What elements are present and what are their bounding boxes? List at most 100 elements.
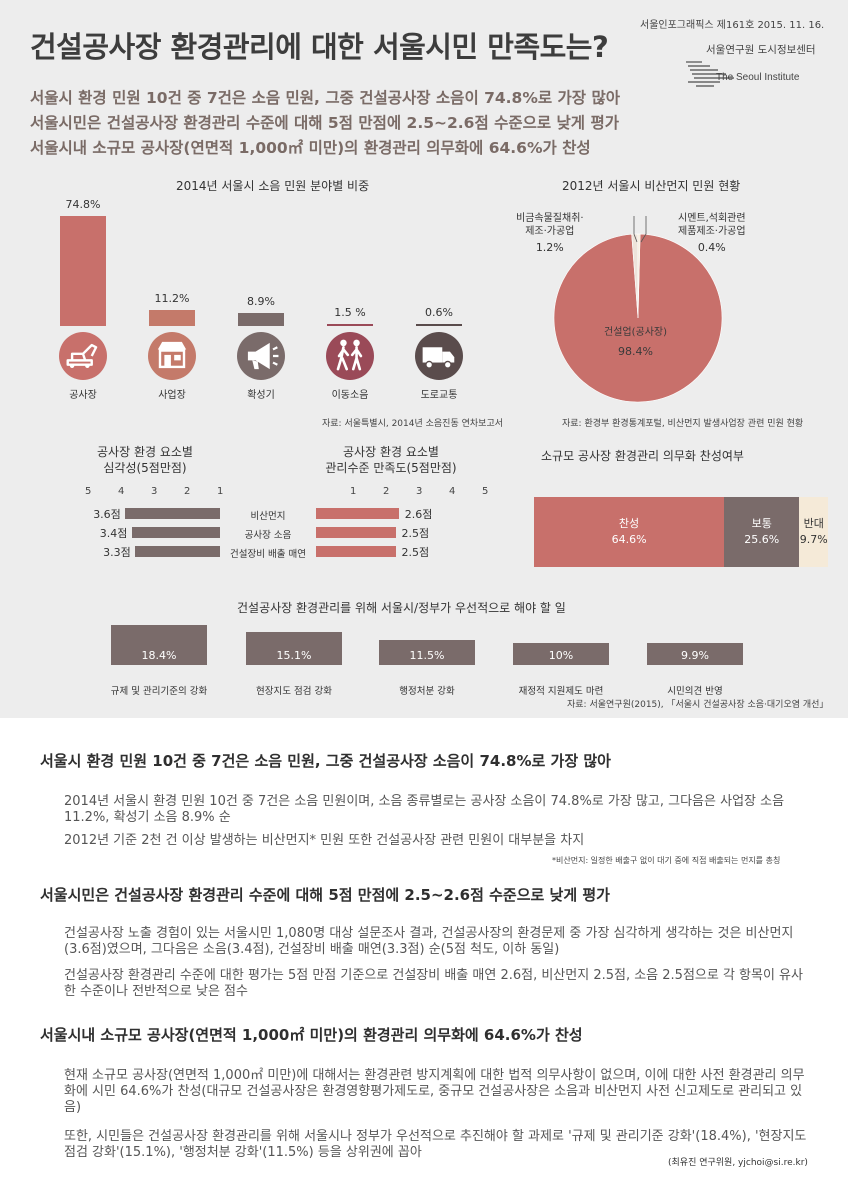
noise-value-label: 8.9% [247,294,275,308]
section-1-paragraph-1: 2014년 서울시 환경 민원 10건 중 7건은 소음 민원이며, 소음 종류… [64,794,785,825]
dust-chart-title: 2012년 서울시 비산먼지 민원 현황 [562,179,741,193]
satisfaction-bar-2 [316,546,396,557]
satisfaction-bar-1 [316,527,396,538]
satisfaction-value-label: 2.5점 [401,527,430,540]
severity-bar-2 [135,546,220,557]
pedestrian-icon [336,339,363,371]
mandate-segment-category: 보통 [751,517,772,530]
noise-bar-2 [238,312,284,326]
severity-bar-1 [131,527,220,538]
noise-bar-1 [149,309,195,326]
pie-slice-2 [637,233,641,319]
satisfaction-value-label: 2.6점 [404,508,433,521]
priority-bar-0 [111,625,207,665]
severity-value-label: 3.4점 [99,527,128,540]
priority-bar-1 [246,632,342,665]
section-2-heading: 서울시민은 건설공사장 환경관리 수준에 대해 5점 만점에 2.5~2.6점 … [40,886,610,904]
section-1-footnote: *비산먼지: 일정한 배출구 없이 대기 중에 직접 배출되는 먼지를 총칭 [552,856,781,865]
severity-chart-title: 공사장 환경 요소별 심각성(5점만점) [97,445,193,475]
noise-bar-3 [327,323,373,326]
noise-value-label: 74.8% [65,198,101,211]
megaphone-icon [247,342,279,370]
mandate-segment-value: 64.6% [611,533,647,546]
satisfaction-bar-0 [316,508,399,519]
noise-icon-circle [326,332,374,380]
subtitle-2: 서울시민은 건설공사장 환경관리 수준에 대해 5점 만점에 2.5~2.6점 … [30,114,619,132]
mandate-segment-0: 찬성 64.6% [534,497,725,567]
priority-value-label: 10% [548,649,574,662]
subtitle-1: 서울시 환경 민원 10건 중 7건은 소음 민원, 그중 건설공사장 소음이 … [30,89,620,107]
section-1-heading: 서울시 환경 민원 10건 중 7건은 소음 민원, 그중 건설공사장 소음이 … [40,752,611,770]
priority-bar-2 [379,640,475,665]
noise-bar-4 [416,324,462,326]
subtitle-3: 서울시내 소규모 공사장(연면적 1,000㎡ 미만)의 환경관리 의무화에 6… [30,139,591,157]
noise-category-label: 사업장 [158,390,186,401]
mandate-segment-value: 9.7% [799,533,828,546]
section-2-paragraph-2: 건설공사장 환경관리 수준에 대한 평가는 5점 만점 기준으로 건설장비 배출… [64,968,803,999]
noise-icon-circle [415,332,463,380]
org-name: 서울연구원 도시정보센터 [706,44,816,56]
satisfaction-axis-tick: 4 [449,486,456,497]
noise-value-label: 1.5 % [334,305,366,319]
noise-category-label: 도로교통 [420,390,458,401]
satisfaction-chart-title: 공사장 환경 요소별 관리수준 만족도(5점만점) [325,445,457,475]
shop-icon [157,341,187,369]
publication-info: 서울인포그래픽스 제161호 2015. 11. 16. [640,20,825,31]
noise-icon-circle [237,332,285,380]
mandate-segment-value: 25.6% [744,533,780,546]
priority-bar-3 [513,643,609,665]
section-3-paragraph-1: 현재 소규모 공사장(연면적 1,000㎡ 미만)에 대해서는 환경관련 방지계… [64,1068,805,1115]
satisfaction-axis-tick: 1 [350,486,357,497]
severity-axis-tick: 3 [151,486,158,497]
satisfaction-value-label: 2.5점 [401,546,430,559]
severity-axis-tick: 2 [184,486,191,497]
priority-bar-4 [647,643,743,665]
severity-axis-tick: 4 [118,486,125,497]
mandate-chart-title: 소규모 공사장 환경관리 의무화 찬성여부 [541,449,744,463]
excavator-icon [66,343,98,368]
noise-chart-source: 자료: 서울특별시, 2014년 소음진동 연차보고서 [322,419,504,429]
priority-value-label: 9.9% [681,649,709,662]
org-english-name: The Seoul Institute [716,72,800,83]
mandate-segment-2: 반대 9.7% [799,497,828,567]
score-category-label: 공사장 소음 [244,530,292,541]
priority-value-label: 18.4% [141,649,177,662]
satisfaction-axis-tick: 3 [416,486,423,497]
noise-icon-circle [148,332,196,380]
seoul-institute-logo: The Seoul Institute [686,61,800,87]
noise-category-label: 확성기 [247,390,275,401]
section-3-heading: 서울시내 소규모 공사장(연면적 1,000㎡ 미만)의 환경관리 의무화에 6… [40,1026,583,1044]
section-3-paragraph-2: 또한, 시민들은 건설공사장 환경관리를 위해 서울시나 정부가 우선적으로 추… [64,1129,807,1160]
noise-category-label: 공사장 [69,390,97,401]
dust-chart-source: 자료: 환경부 환경통계포털, 비산먼지 발생사업장 관련 민원 현황 [562,419,804,429]
subtitle-list: 서울시 환경 민원 10건 중 7건은 소음 민원, 그중 건설공사장 소음이 … [30,86,620,161]
severity-value-label: 3.6점 [93,508,121,521]
priority-category-label: 현장지도 점검 강화 [256,686,332,697]
noise-bar-0 [60,216,106,326]
priority-category-label: 규제 및 관리기준의 강화 [110,686,208,697]
priority-value-label: 11.5% [409,649,445,662]
mandate-segment-1: 보통 25.6% [724,497,800,567]
truck-icon [422,347,455,369]
severity-bar-0 [125,508,220,519]
score-category-label: 비산먼지 [250,511,286,522]
pie-label-cement: 시멘트,석회관련 제품제조·가공업 0.4% [678,213,746,254]
dust-pie-chart [553,233,723,403]
author-signature: (최유진 연구위원, yjchoi@si.re.kr) [668,1158,808,1168]
noise-category-label: 이동소음 [331,390,369,401]
priority-category-label: 시민의견 반영 [667,686,723,697]
score-category-label: 건설장비 배출 매연 [230,549,306,560]
priority-chart-source: 자료: 서울연구원(2015), 「서울시 건설공사장 소음·대기오염 개선」 [567,700,829,710]
priority-category-label: 행정처분 강화 [399,686,455,697]
pie-leader-lines [633,216,647,243]
severity-axis-tick: 5 [85,486,92,497]
noise-value-label: 0.6% [425,306,453,319]
noise-value-label: 11.2% [154,291,190,305]
mandate-segment-category: 반대 [803,517,824,530]
severity-value-label: 3.3점 [103,546,131,559]
pie-label-nonmetal: 비금속물질채취· 제조·가공업 1.2% [516,213,584,254]
priority-value-label: 15.1% [276,649,312,662]
section-2-paragraph-1: 건설공사장 노출 경험이 있는 서울시민 1,080명 대상 설문조사 결과, … [64,926,794,957]
satisfaction-axis-tick: 5 [482,486,489,497]
noise-icon-circle [59,332,107,380]
